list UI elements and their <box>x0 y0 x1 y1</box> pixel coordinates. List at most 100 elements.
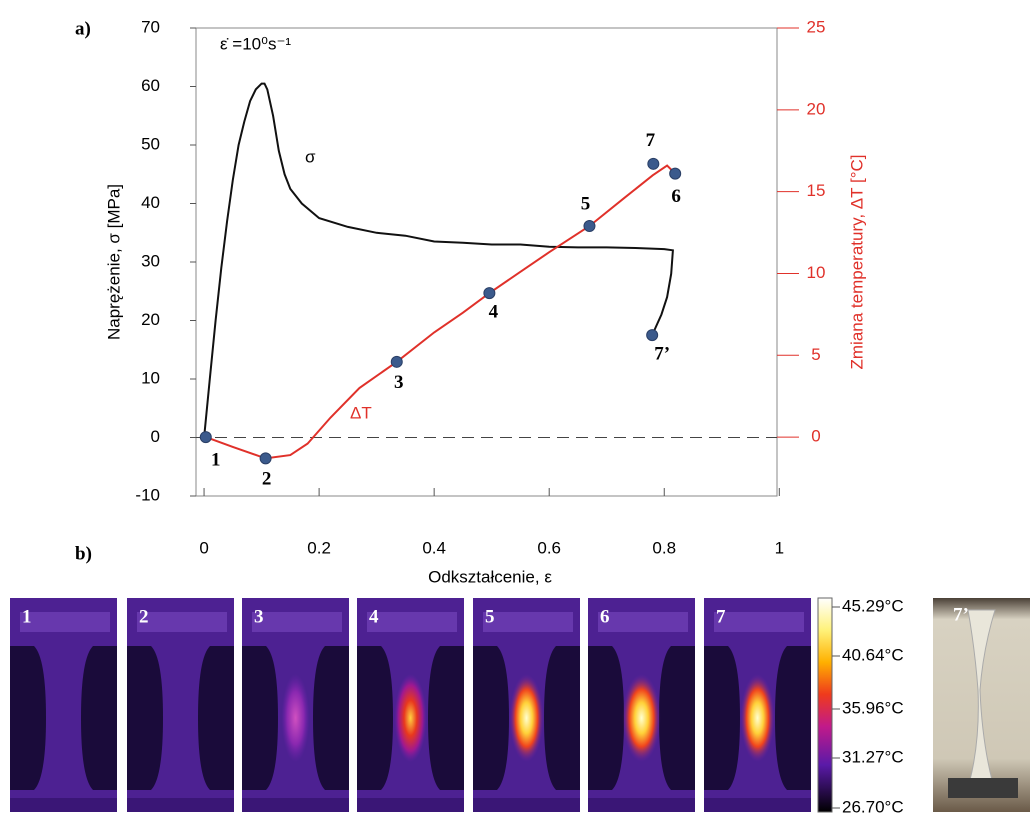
point-marker <box>483 287 496 300</box>
image-bottom <box>588 798 695 812</box>
grip <box>948 778 1018 798</box>
grip-right <box>544 646 580 790</box>
grip-right <box>313 646 349 790</box>
y2-tick-label: 10 <box>807 263 826 282</box>
image-label: 6 <box>600 606 610 627</box>
image-bottom <box>357 798 464 812</box>
annotation: ε̇ =10⁰s⁻¹ <box>220 34 291 53</box>
y-tick-label: 30 <box>141 251 160 270</box>
x-axis-label: Odkształcenie, ε <box>428 567 552 586</box>
y-tick-label: -10 <box>135 485 160 504</box>
thermal-image: 5 <box>473 598 580 812</box>
point-marker <box>259 452 272 465</box>
image-bottom <box>10 798 117 812</box>
hot-spot <box>509 674 544 762</box>
thermal-image: 3 <box>242 598 349 812</box>
image-bottom <box>127 798 234 812</box>
image-label: 2 <box>139 606 149 627</box>
thermal-image: 1 <box>10 598 117 812</box>
thermal-image: 6 <box>588 598 695 812</box>
y-tick-label: 70 <box>141 17 160 36</box>
point-marker <box>669 167 682 180</box>
point-marker <box>199 431 212 444</box>
y-tick-label: 20 <box>141 310 160 329</box>
y-tick-label: 60 <box>141 76 160 95</box>
colorbar <box>817 597 833 813</box>
hot-spot <box>740 674 775 762</box>
colorbar-label: 35.96°C <box>842 698 904 717</box>
data-line <box>203 82 674 438</box>
point-label: 7 <box>646 130 656 151</box>
image-band <box>137 612 227 632</box>
hot-spot <box>394 674 427 762</box>
point-marker <box>646 329 659 342</box>
point-label: 4 <box>489 301 499 322</box>
point-label: 3 <box>394 372 404 393</box>
hot-spot <box>622 674 661 762</box>
y-tick-label: 10 <box>141 368 160 387</box>
x-tick-label: 0.8 <box>652 538 676 557</box>
colorbar-label: 26.70°C <box>842 797 904 816</box>
grip-left <box>10 646 46 790</box>
panel-label: b) <box>75 543 92 564</box>
thermal-image: 2 <box>127 598 234 812</box>
point-marker <box>647 157 660 170</box>
data-line <box>205 164 676 460</box>
point-marker <box>583 220 596 232</box>
y-tick-label: 50 <box>141 134 160 153</box>
y2-tick-label: 5 <box>811 345 820 364</box>
x-tick-label: 0.2 <box>307 538 331 557</box>
thermal-image: 7 <box>704 598 811 812</box>
series-label: ΔT <box>350 403 372 422</box>
colorbar-label: 40.64°C <box>842 645 904 664</box>
image-label: 3 <box>254 606 264 627</box>
point-label: 1 <box>211 449 221 470</box>
grip-left <box>588 646 624 790</box>
y-tick-label: 0 <box>151 427 160 446</box>
y2-axis-label: Zmiana temperatury, ΔT [°C] <box>847 155 866 370</box>
hot-spot <box>281 674 310 762</box>
x-tick-label: 0 <box>199 538 208 557</box>
colorbar-label: 45.29°C <box>842 596 904 615</box>
panel-label: a) <box>75 18 91 39</box>
y2-tick-label: 20 <box>807 99 826 118</box>
x-tick-label: 1 <box>775 538 784 557</box>
image-label: 7’ <box>953 604 969 625</box>
image-label: 1 <box>22 606 32 627</box>
series-label: σ <box>305 147 316 166</box>
grip-right <box>198 646 234 790</box>
y2-tick-label: 15 <box>807 181 826 200</box>
x-tick-label: 0.4 <box>422 538 446 557</box>
image-bottom <box>704 798 811 812</box>
image-bottom <box>473 798 580 812</box>
image-band <box>252 612 342 632</box>
grip-left <box>704 646 740 790</box>
y-tick-label: 40 <box>141 193 160 212</box>
grip-left <box>242 646 278 790</box>
image-bottom <box>242 798 349 812</box>
image-label: 7 <box>716 606 726 627</box>
plot-frame <box>195 27 778 497</box>
point-label: 6 <box>671 186 681 207</box>
thermal-image: 4 <box>357 598 464 812</box>
grip-left <box>473 646 509 790</box>
y2-tick-label: 25 <box>807 17 826 36</box>
point-label: 7’ <box>654 343 670 364</box>
image-band <box>483 612 573 632</box>
image-band <box>367 612 457 632</box>
x-tick-label: 0.6 <box>537 538 561 557</box>
thermal-images: 7’ 1 2 3 4 5 6 7 45.29°C 40.64°C 35.96°C 31.27°C 26… <box>10 596 1030 816</box>
grip-right <box>659 646 695 790</box>
image-band <box>714 612 804 632</box>
plot <box>190 27 799 497</box>
colorbar-label: 31.27°C <box>842 747 904 766</box>
grip-left <box>357 646 393 790</box>
grip-right <box>428 646 464 790</box>
point-label: 5 <box>581 193 591 214</box>
y2-tick-label: 0 <box>811 427 820 446</box>
point-label: 2 <box>262 469 272 490</box>
y-axis-label: Naprężenie, σ [MPa] <box>104 184 123 340</box>
image-band <box>20 612 110 632</box>
image-label: 4 <box>369 606 379 627</box>
